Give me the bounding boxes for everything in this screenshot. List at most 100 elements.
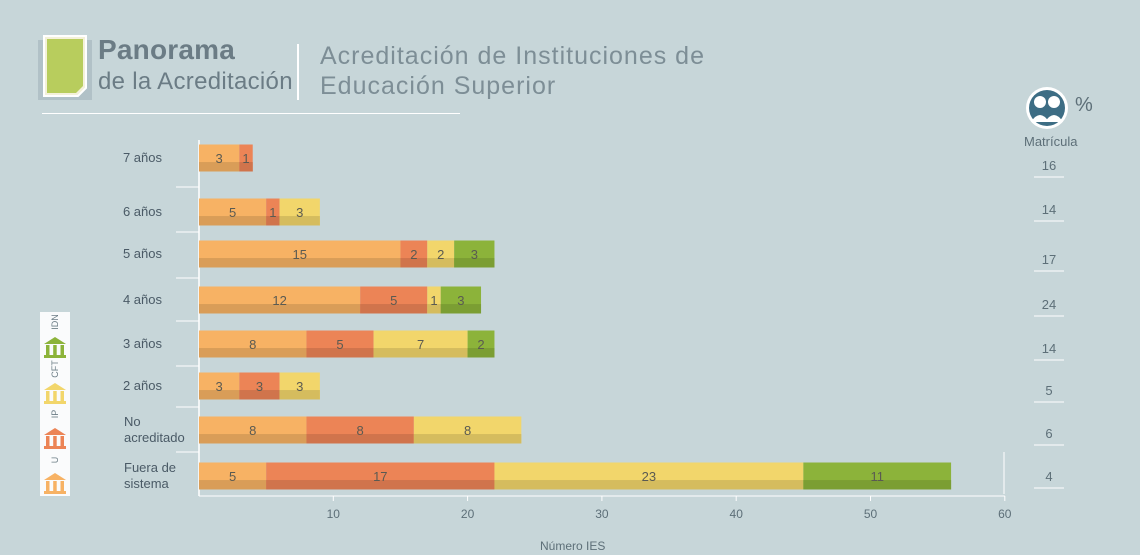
data-label: 5	[390, 293, 397, 308]
data-label: 2	[437, 247, 444, 262]
data-label: 17	[373, 469, 387, 484]
category-labels: 7 años 6 años 5 años 4 años 3 años 2 años No ac…	[123, 150, 185, 491]
bar-segment-shadow	[199, 390, 240, 400]
bar-segment-shadow	[266, 480, 495, 490]
building-roof	[44, 473, 66, 480]
bar-segment-shadow	[239, 390, 280, 400]
data-label: 23	[642, 469, 656, 484]
matricula-value: 4	[1045, 469, 1052, 484]
chart-subtitle-line2: Educación Superior	[320, 72, 557, 100]
data-label: 3	[216, 379, 223, 394]
data-label: 1	[430, 293, 437, 308]
category-label-line: acreditado	[124, 430, 185, 445]
data-label: 8	[357, 423, 364, 438]
document-icon	[38, 35, 92, 100]
bar-segment-shadow	[373, 348, 468, 358]
data-label: 12	[272, 293, 286, 308]
building-column	[60, 391, 64, 401]
building-column	[60, 345, 64, 355]
bar-segment-shadow	[279, 216, 320, 226]
bar-segment-shadow	[306, 348, 374, 358]
data-label: 3	[296, 205, 303, 220]
building-base	[44, 401, 66, 404]
bar-segment-shadow	[454, 258, 495, 268]
category-label-line: No	[124, 414, 141, 429]
building-column	[46, 481, 50, 491]
bar-segment-shadow	[427, 258, 455, 268]
x-tick-label: 20	[461, 507, 475, 521]
matricula-value: 6	[1045, 426, 1052, 441]
x-tick-label: 40	[730, 507, 744, 521]
students-icon	[1026, 87, 1068, 129]
bar-segment-shadow	[266, 216, 280, 226]
data-label: 8	[249, 423, 256, 438]
data-label: 5	[229, 205, 236, 220]
data-label: 3	[457, 293, 464, 308]
bar-segment-shadow	[440, 304, 482, 314]
category-label-line: Fuera de	[124, 460, 176, 475]
building-column	[53, 345, 57, 355]
legend-label: IP	[50, 410, 60, 419]
matricula-value: 16	[1042, 158, 1056, 173]
data-label: 8	[249, 337, 256, 352]
bar-segment-shadow	[199, 162, 240, 172]
building-column	[46, 436, 50, 446]
building-base	[44, 491, 66, 494]
bar-segment-shadow	[360, 304, 428, 314]
building-base	[44, 355, 66, 358]
matricula-value: 14	[1042, 341, 1056, 356]
legend-label: CFT	[50, 360, 60, 378]
data-label: 15	[292, 247, 306, 262]
building-roof	[44, 383, 66, 390]
matricula-percent-symbol: %	[1075, 94, 1093, 116]
institution-building-icon	[44, 337, 66, 358]
x-tick-label: 50	[864, 507, 878, 521]
data-label: 5	[229, 469, 236, 484]
category-label: 4 años	[123, 292, 163, 307]
data-label: 2	[477, 337, 484, 352]
header-title-line2: de la Acreditación	[98, 68, 293, 95]
category-label: 3 años	[123, 336, 163, 351]
category-label: 2 años	[123, 378, 163, 393]
x-tick-label: 30	[595, 507, 609, 521]
data-label: 11	[870, 469, 884, 484]
bar-segment-shadow	[467, 348, 495, 358]
bar-segment-shadow	[279, 390, 320, 400]
x-axis-label: Número IES	[540, 539, 606, 553]
data-label: 7	[417, 337, 424, 352]
category-label-line: sistema	[124, 476, 170, 491]
bar-segment-shadow	[427, 304, 441, 314]
matricula-values: 16 14 17 24 14 5 6 4	[1034, 158, 1064, 489]
matricula-value: 24	[1042, 297, 1056, 312]
bar-segment-shadow	[306, 434, 414, 444]
legend: IDN CFT IP U	[40, 312, 70, 496]
data-label: 1	[242, 151, 249, 166]
building-roof	[44, 337, 66, 344]
header-title: Panorama	[98, 34, 235, 65]
bar-segment-shadow	[199, 480, 267, 490]
category-label: 7 años	[123, 150, 163, 165]
building-roof	[44, 428, 66, 435]
data-label: 3	[256, 379, 263, 394]
data-label: 8	[464, 423, 471, 438]
header-underline	[42, 113, 460, 114]
x-tick-label: 60	[998, 507, 1012, 521]
bar-segment-shadow	[803, 480, 952, 490]
bar-segment-shadow	[199, 434, 307, 444]
building-column	[60, 481, 64, 491]
data-label: 1	[269, 205, 276, 220]
category-label: No acreditado	[124, 414, 185, 445]
category-label: 6 años	[123, 204, 163, 219]
data-label: 3	[471, 247, 478, 262]
chart-bars: 3 15 1 315 2 2 312 5 1 38 5 7 23 3 38 8 85 17 23 11	[199, 144, 952, 490]
bar-segment-shadow	[239, 162, 253, 172]
x-tick-label: 10	[327, 507, 341, 521]
chart-subtitle: Acreditación de Instituciones de	[320, 42, 705, 70]
institution-building-icon	[44, 383, 66, 404]
bar-segment-shadow	[199, 304, 361, 314]
x-tick-labels: 10 20 30 40 50 60	[327, 496, 1012, 521]
category-label: Fuera de sistema	[124, 460, 176, 491]
header-separator	[297, 44, 299, 100]
matricula-value: 17	[1042, 252, 1056, 267]
data-label: 2	[410, 247, 417, 262]
